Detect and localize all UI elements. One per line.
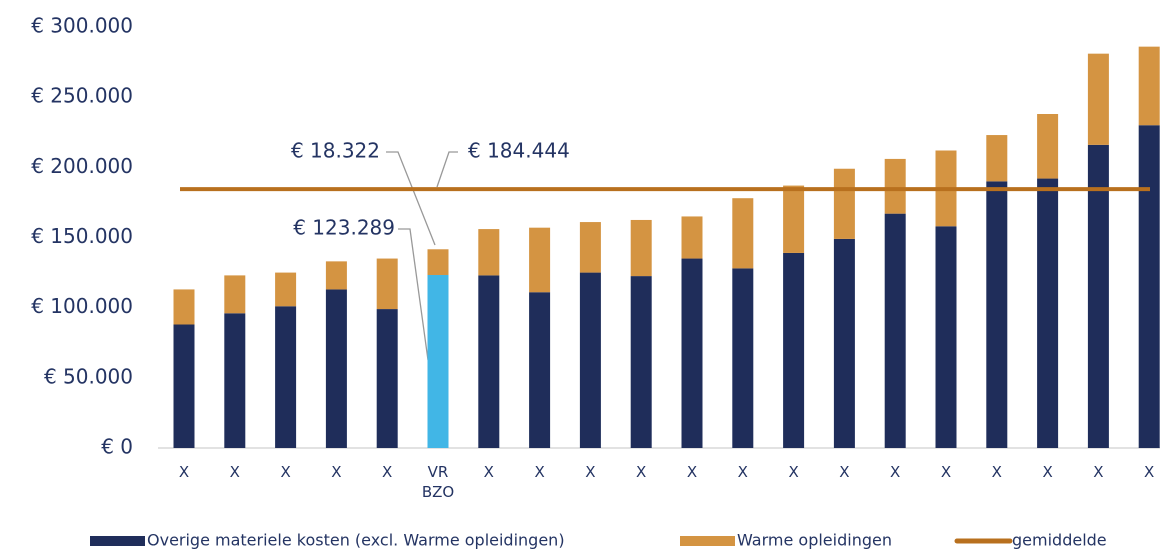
bar-segment [529,227,551,293]
y-tick-label: € 100.000 [31,294,133,318]
bar-segment [173,324,195,448]
bar-segment [478,275,500,448]
x-tick-label: X [788,463,799,481]
x-tick-label: X [737,463,748,481]
bar-segment [275,306,297,448]
x-tick-label: X [686,463,698,481]
y-tick-label: € 200.000 [31,154,133,178]
leader-lines [386,151,458,361]
bar-segment [1138,125,1160,448]
value-label: € 18.322 [291,139,380,163]
bar-segment [478,229,500,276]
bar-segment [1037,114,1059,179]
x-tick-label: X [178,463,190,481]
x-tick-label: X [534,463,545,481]
x-tick-label: X [890,463,901,481]
bar-segment [884,158,906,214]
legend-swatch [90,536,145,546]
x-tick-label: X [483,463,494,481]
bar-segment [1138,46,1160,126]
bar-segment [173,289,195,325]
x-tick-label: X [585,463,596,481]
x-tick-label: X [280,463,291,481]
value-label: € 123.289 [293,216,395,240]
bar-segment [325,261,347,290]
bar-segment [833,168,855,239]
bar-segment [986,181,1008,448]
bar-segment [529,292,551,448]
y-tick-label: € 50.000 [44,364,133,388]
bar-segment [630,219,652,277]
bar-segment [986,135,1008,182]
x-tick-label: X [636,463,647,481]
bar-segment [783,185,805,253]
bar-segment [935,226,957,448]
x-tick-label: X [382,463,393,481]
x-tick-label: X [839,463,850,481]
x-tick-label: X [229,463,240,481]
y-tick-label: € 150.000 [31,224,133,248]
bar-segment [376,309,398,448]
bar-segment [1087,144,1109,448]
x-tick-label: X [940,463,952,481]
x-tick-label: X [331,463,342,481]
bar-segment [884,213,906,448]
value-label: € 184.444 [468,139,570,163]
legend-swatch [680,536,735,546]
bar-segment [275,272,297,307]
bar-segment [224,275,246,314]
bar-segment [681,258,703,448]
legend-label: Warme opleidingen [737,531,892,550]
y-tick-label: € 250.000 [31,84,133,108]
bar-segment [630,276,652,448]
bar-segment [325,289,347,448]
bar-segment [427,274,449,448]
x-tick-label: X [1093,463,1104,481]
bar-segment [681,216,703,259]
bar-segment [224,313,246,448]
bar-segment [1037,178,1059,448]
legend-label: Overige materiele kosten (excl. Warme op… [147,531,565,550]
y-tick-label: € 300.000 [31,14,133,38]
bar-segment [732,268,754,448]
x-tick-label: VR BZO [421,463,455,501]
bar-segment [833,238,855,448]
legend-label: gemiddelde [1012,531,1107,550]
x-tick-label: X [991,463,1002,481]
bar-segment [783,252,805,448]
y-tick-label: € 0 [101,435,133,459]
bar-segment [376,258,398,310]
bar-segment [579,272,601,448]
bar-segment [427,249,449,275]
bar-segment [579,222,601,273]
x-tick-label: X [1042,463,1053,481]
bar-segment [1087,53,1109,145]
x-tick-label: X [1144,463,1155,481]
bar-segment [732,198,754,269]
